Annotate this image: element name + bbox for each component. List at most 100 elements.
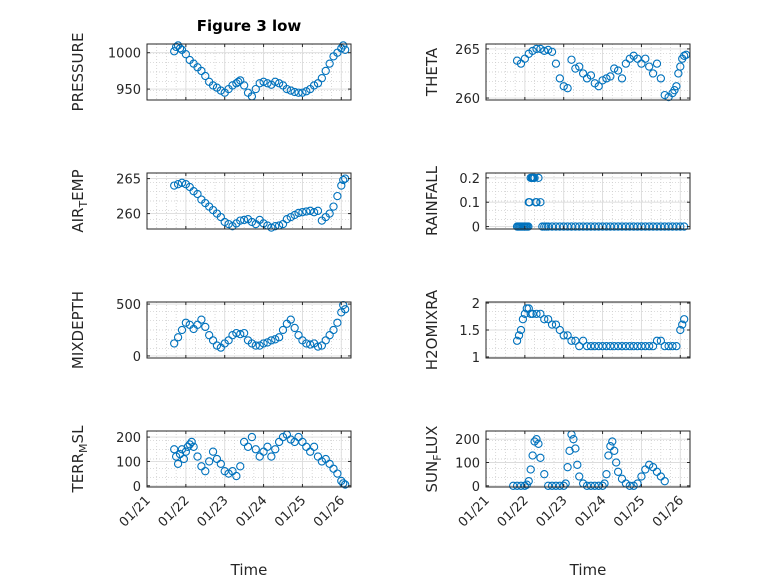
data-point (660, 477, 669, 486)
data-point (551, 222, 561, 231)
data-point (263, 442, 272, 451)
data-point (621, 222, 631, 231)
data-point (551, 320, 561, 329)
data-point (267, 223, 276, 232)
data-point (286, 212, 295, 222)
data-point (544, 222, 553, 231)
data-point (606, 342, 615, 351)
data-point (317, 341, 327, 350)
data-point (645, 342, 654, 351)
data-point (660, 222, 669, 231)
data-point (625, 342, 634, 351)
data-point (177, 178, 187, 187)
data-point (239, 328, 249, 338)
axes-box (485, 43, 691, 101)
data-point (680, 315, 689, 324)
y-tick-label: 100 (455, 457, 480, 472)
data-point (251, 341, 260, 350)
data-point (512, 481, 522, 490)
data-point (263, 79, 272, 88)
y-tick-label: 0 (472, 221, 480, 236)
data-point (208, 336, 218, 345)
data-point (290, 323, 299, 333)
data-point (532, 44, 541, 54)
y-axis-label: RAINFALL (423, 165, 441, 236)
data-point (516, 325, 526, 335)
data-point (652, 336, 662, 345)
data-point (660, 342, 669, 351)
data-point (329, 202, 338, 211)
data-point (672, 82, 681, 91)
data-point (532, 435, 541, 444)
y-axis-label: TERRMSL (69, 425, 90, 494)
x-tick-label: 01/24 (233, 493, 270, 530)
data-point (547, 222, 557, 231)
data-point (339, 175, 348, 185)
data-point (259, 339, 268, 348)
data-point (676, 62, 685, 71)
data-point (571, 64, 580, 73)
data-point (181, 318, 191, 327)
data-point (656, 336, 666, 345)
data-point (193, 452, 202, 461)
data-point (175, 44, 185, 53)
data-point (578, 222, 588, 231)
data-point (567, 55, 576, 64)
x-tick-label: 01/21 (456, 493, 493, 530)
y-axis-label-rest: LUX (423, 426, 441, 455)
y-axis-label-rest: SL (69, 425, 87, 444)
data-point (571, 444, 580, 453)
data-point (547, 47, 557, 57)
data-point (333, 469, 342, 478)
y-tick-label: 200 (116, 431, 141, 446)
data-point (536, 309, 545, 318)
data-point (518, 315, 528, 324)
y-tick-label: 500 (116, 298, 141, 313)
data-point (555, 325, 564, 335)
data-point (571, 336, 580, 345)
x-tick-label: 01/25 (611, 493, 648, 530)
data-point (236, 462, 245, 471)
x-tick-label: 01/23 (194, 493, 231, 530)
y-axis-label-rest: EMP (69, 169, 87, 200)
data-point (236, 329, 245, 339)
data-point (582, 481, 592, 490)
data-point (641, 54, 650, 63)
data-point (224, 336, 233, 345)
data-point (573, 460, 582, 469)
data-point (606, 72, 615, 81)
data-point (181, 50, 191, 59)
data-point (540, 470, 549, 479)
data-point (267, 452, 276, 461)
data-point (232, 328, 241, 338)
y-axis-label-main: TERR (69, 453, 87, 494)
x-tick-label: 01/21 (117, 493, 154, 530)
data-point (534, 439, 543, 448)
data-point (294, 331, 303, 340)
x-tick-label: 01/22 (495, 493, 532, 530)
data-point (648, 69, 658, 78)
data-point (544, 315, 553, 324)
y-tick-label: 0.1 (459, 196, 480, 211)
data-point (633, 342, 642, 351)
axes-box (146, 301, 352, 359)
data-point (197, 66, 206, 76)
data-point (282, 84, 292, 94)
data-point (201, 467, 210, 476)
data-point (563, 84, 572, 93)
x-tick-label: 01/24 (572, 493, 609, 530)
chart-title: Figure 3 low (197, 17, 302, 35)
x-axis-label: Time (569, 561, 607, 579)
data-point (524, 477, 533, 486)
y-tick-label: 265 (455, 43, 480, 58)
data-point (606, 222, 615, 231)
y-tick-label: 1 (472, 351, 480, 366)
data-point (251, 84, 260, 94)
y-axis-label: MIXDEPTH (69, 291, 87, 369)
data-point (565, 446, 574, 455)
data-point (524, 304, 533, 313)
data-point (612, 458, 621, 467)
data-point (571, 222, 580, 231)
data-point (540, 315, 549, 324)
data-point (333, 191, 342, 201)
